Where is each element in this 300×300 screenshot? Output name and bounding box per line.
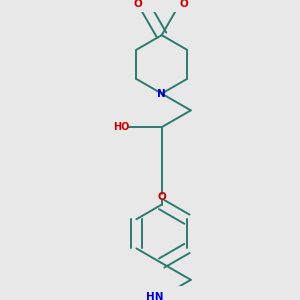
Text: O: O	[133, 0, 142, 9]
Text: O: O	[157, 192, 166, 202]
Text: HO: HO	[113, 122, 130, 132]
Text: O: O	[179, 0, 188, 9]
Text: HN: HN	[146, 292, 163, 300]
Text: N: N	[157, 88, 166, 99]
